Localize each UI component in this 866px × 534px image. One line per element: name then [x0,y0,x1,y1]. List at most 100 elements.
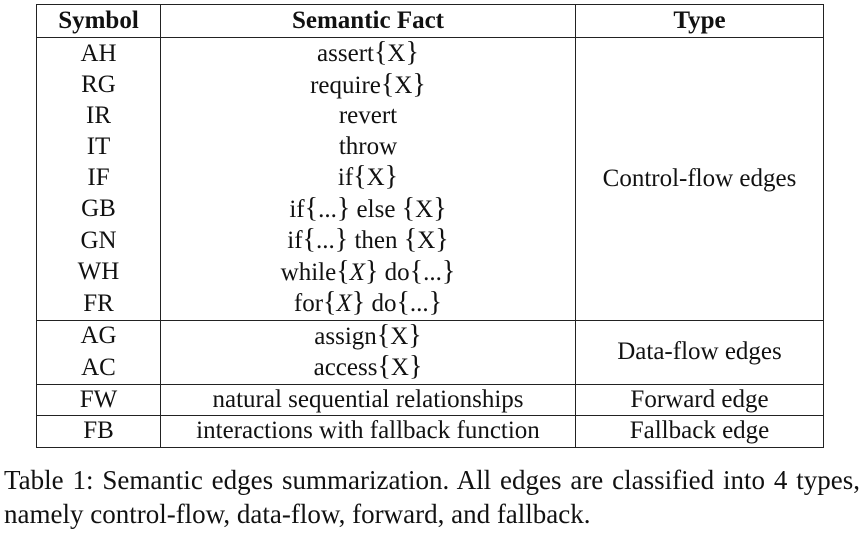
cell-symbol: IF [36,162,161,194]
table-row: FB interactions with fallback function Fal… [36,415,824,448]
fact-text: assign [314,322,377,350]
placeholder-x: X [390,322,409,350]
fact-text: then [348,227,404,254]
fact-text: if [337,164,354,191]
cell-symbol: WH [36,256,161,288]
brace: } [334,224,349,255]
cell-symbol: IT [36,131,161,162]
semantic-edges-table-container: Symbol Semantic Fact Type AH assert{X} Con… [36,4,824,448]
fact-text: do [365,290,397,317]
cell-semantic-fact: interactions with fallback function [160,415,576,448]
brace: { [401,192,416,224]
fact-text: ... [318,195,337,223]
cell-semantic-fact: require{X} [160,68,576,101]
fact-text: ... [409,290,429,317]
fact-text: if [289,195,305,223]
brace: } [428,287,443,318]
fact-text: access [313,354,378,381]
cell-semantic-fact: if{...} else {X} [160,192,576,225]
cell-symbol: FB [36,415,161,448]
brace: { [377,351,391,382]
cell-symbol: RG [36,69,161,101]
cell-symbol: FW [36,383,161,416]
table-row: WH while{X} do{...} [36,255,824,288]
placeholder-x: X [390,354,409,381]
brace: { [323,287,337,318]
fact-text: assert [317,40,374,67]
cell-symbol: AH [36,37,161,70]
fact-text: do [378,258,410,286]
brace: } [408,319,422,351]
fact-text: else [350,195,402,223]
cell-semantic-fact: for{X} do{...} [160,287,576,321]
header-semantic-fact: Semantic Fact [160,4,576,38]
table-row: FW natural sequential relationships Forwar… [36,383,824,416]
brace: { [380,68,395,100]
cell-semantic-fact: revert [160,101,576,132]
table-row: AH assert{X} Control-flow edges [36,37,824,321]
brace: { [409,255,424,287]
placeholder-x: X [417,227,436,254]
cell-symbol: AC [36,352,161,385]
fact-text: natural sequential relationships [212,385,524,413]
cell-semantic-fact: if{X} [160,161,576,194]
brace: { [373,37,388,68]
cell-symbol: FR [36,288,161,321]
placeholder-x: X [336,290,352,317]
brace: { [353,161,367,192]
fact-text: if [287,227,303,254]
fact-text: revert [338,102,398,129]
brace: } [351,287,366,318]
table-row: IT throw [36,131,824,162]
table-row: IF if{X} [36,161,824,194]
fact-text: interactions with fallback function [196,417,540,444]
fact-text: ... [423,258,442,286]
brace: } [405,37,419,68]
table-body: AH assert{X} Control-flow edges RG require{X… [36,37,824,448]
fact-text: require [310,71,381,99]
brace: } [364,255,379,287]
fact-text: ... [316,227,335,254]
brace: } [336,192,351,224]
brace: { [336,255,350,287]
table-caption: Table 1: Semantic edges summarization. A… [4,465,860,529]
brace: } [408,351,423,382]
header-type: Type [575,4,824,38]
table-row: FR for{X} do{...} [36,287,824,321]
cell-semantic-fact: access{X} [160,351,576,385]
placeholder-x: X [394,71,413,99]
semantic-edges-table: Symbol Semantic Fact Type AH assert{X} Con… [36,4,824,448]
table-row: GB if{...} else {X} [36,192,824,225]
cell-type: Forward edge [575,383,824,416]
cell-symbol: AG [36,319,161,352]
table-row: AC access{X} [36,351,824,385]
cell-semantic-fact: throw [160,131,576,162]
cell-symbol: IR [36,101,161,132]
placeholder-x: X [415,195,434,223]
table-row: RG require{X} [36,68,824,101]
cell-semantic-fact: natural sequential relationships [160,383,576,416]
brace: } [441,255,456,287]
brace: { [302,224,316,255]
cell-semantic-fact: assert{X} [160,37,576,70]
cell-semantic-fact: while{X} do{...} [160,255,576,288]
cell-symbol: GN [36,225,161,257]
placeholder-x: X [349,258,365,286]
cell-type: Fallback edge [575,415,824,448]
header-symbol: Symbol [36,4,161,38]
brace: { [376,319,391,351]
brace: { [403,224,418,255]
placeholder-x: X [387,40,406,67]
fact-text: while [280,258,337,286]
placeholder-x: X [366,164,385,191]
brace: } [435,224,449,255]
fact-text: throw [338,132,398,160]
fact-text: for [293,290,324,317]
brace: { [396,287,410,318]
table-row: IR revert [36,101,824,132]
table-row: AG assign{X} Data-flow edges [36,319,824,385]
cell-type: Control-flow edges [575,37,824,321]
table-header-row: Symbol Semantic Fact Type [36,4,824,38]
brace: { [304,192,319,224]
cell-symbol: GB [36,193,161,225]
